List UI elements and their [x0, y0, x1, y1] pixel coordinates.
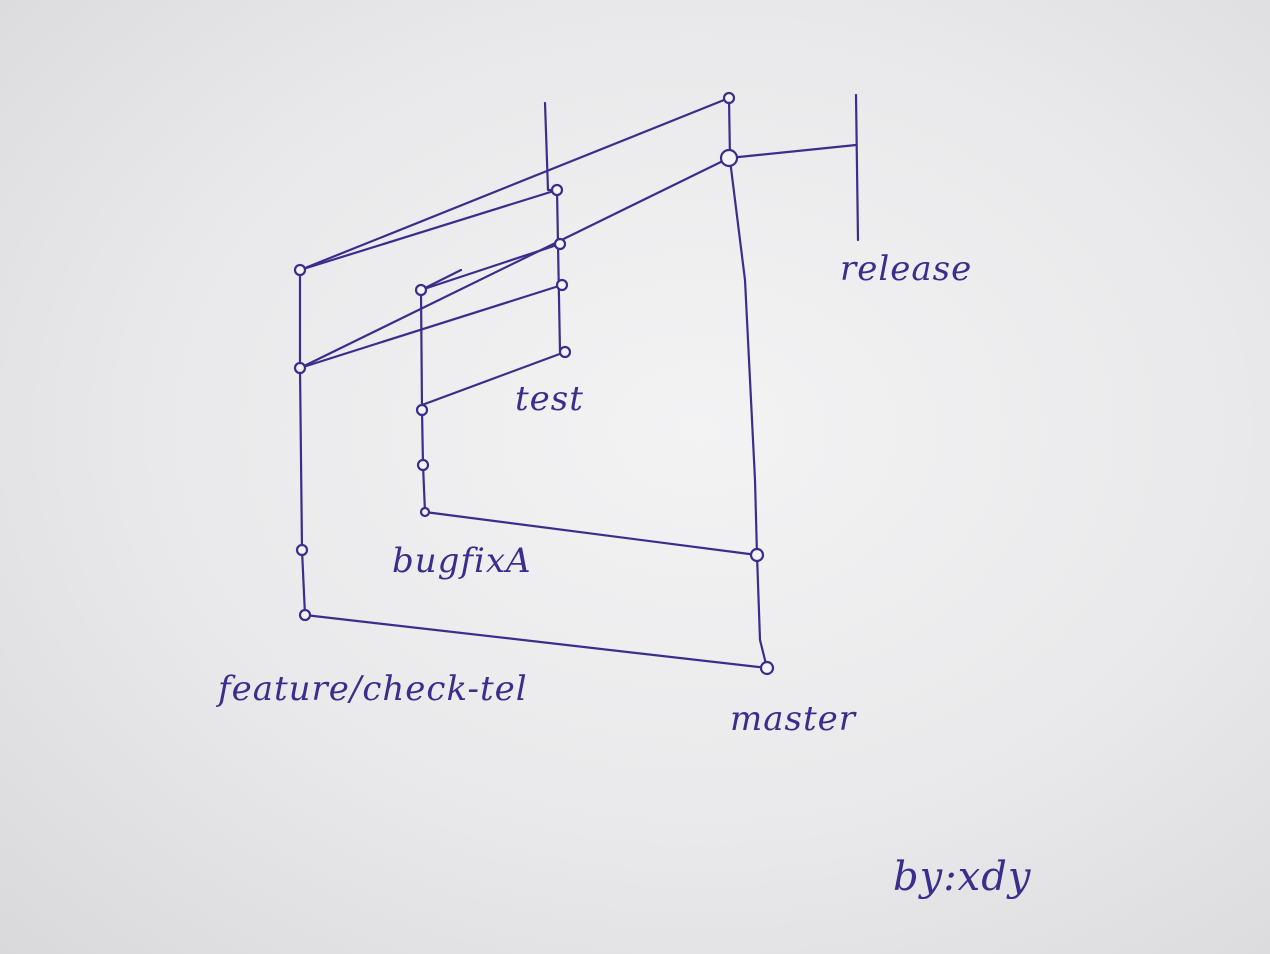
commit-node — [293, 361, 307, 375]
commit-node — [749, 547, 765, 563]
test-branch-line — [543, 101, 562, 354]
release-branch-line — [854, 93, 860, 242]
commit-node — [555, 278, 569, 292]
commit-nodes — [293, 91, 775, 676]
connector-bugfix-to-test-2 — [420, 350, 567, 407]
connector-feature-to-test — [298, 188, 559, 272]
commit-node — [719, 148, 739, 168]
commit-node — [416, 458, 430, 472]
label-master: master — [730, 699, 857, 739]
connector-bugfix-to-master — [423, 510, 759, 557]
label-test: test — [515, 379, 584, 419]
connector-feature-to-test-2 — [298, 283, 564, 370]
author-signature: by:xdy — [893, 854, 1032, 900]
connector-bugfix-to-test — [419, 268, 463, 292]
bugfix-branch-line — [419, 288, 427, 514]
commit-node — [759, 660, 775, 676]
connector-master-to-feature-2 — [298, 156, 731, 370]
commit-node — [553, 237, 567, 251]
commit-node — [722, 91, 736, 105]
commit-node — [295, 543, 309, 557]
master-branch-line — [727, 96, 769, 670]
commit-node — [558, 345, 572, 359]
commit-node — [415, 403, 429, 417]
label-bugfix: bugfixA — [392, 541, 532, 581]
label-feature: feature/check-tel — [215, 669, 528, 709]
commit-node — [293, 263, 307, 277]
connector-lines — [298, 96, 858, 670]
commit-node — [298, 608, 312, 622]
connector-feature-to-master — [303, 613, 769, 670]
connector-master-release — [727, 143, 858, 160]
connector-test-to-bugfix — [419, 242, 562, 292]
commit-node — [414, 283, 428, 297]
label-release: release — [840, 249, 972, 289]
commit-node — [419, 506, 431, 518]
commit-node — [550, 183, 564, 197]
connector-master-to-feature — [298, 96, 731, 272]
feature-branch-line — [298, 268, 307, 617]
